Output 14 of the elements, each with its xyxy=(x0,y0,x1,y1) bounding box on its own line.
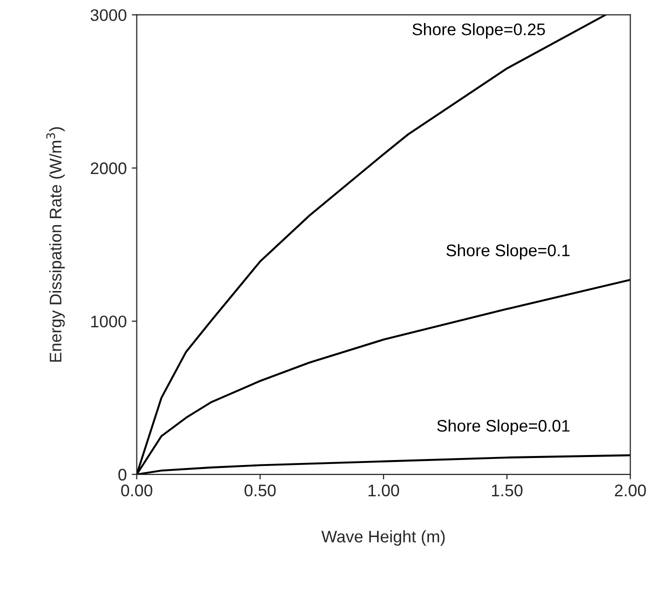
x-axis-title: Wave Height (m) xyxy=(321,530,445,546)
series-label: Shore Slope=0.01 xyxy=(437,419,570,436)
x-tick-label: 2.00 xyxy=(614,484,646,496)
y-tick-label: 0 xyxy=(118,468,126,481)
x-tick-label: 1.00 xyxy=(368,484,400,496)
series-label: Shore Slope=0.25 xyxy=(412,23,545,39)
y-tick-label: 2000 xyxy=(90,162,126,174)
x-tick-label: 0.00 xyxy=(121,484,152,496)
x-tick-label: 0.50 xyxy=(244,484,276,496)
x-tick-label: 1.50 xyxy=(492,484,522,496)
text: Shore Slope=0.1 xyxy=(446,244,570,260)
y-axis-title: Energy Dissipation Rate (W/m$^{3}$) xyxy=(46,127,65,362)
y-tick-label: 1000 xyxy=(91,316,126,328)
y-tick-label: 3000 xyxy=(90,9,126,22)
